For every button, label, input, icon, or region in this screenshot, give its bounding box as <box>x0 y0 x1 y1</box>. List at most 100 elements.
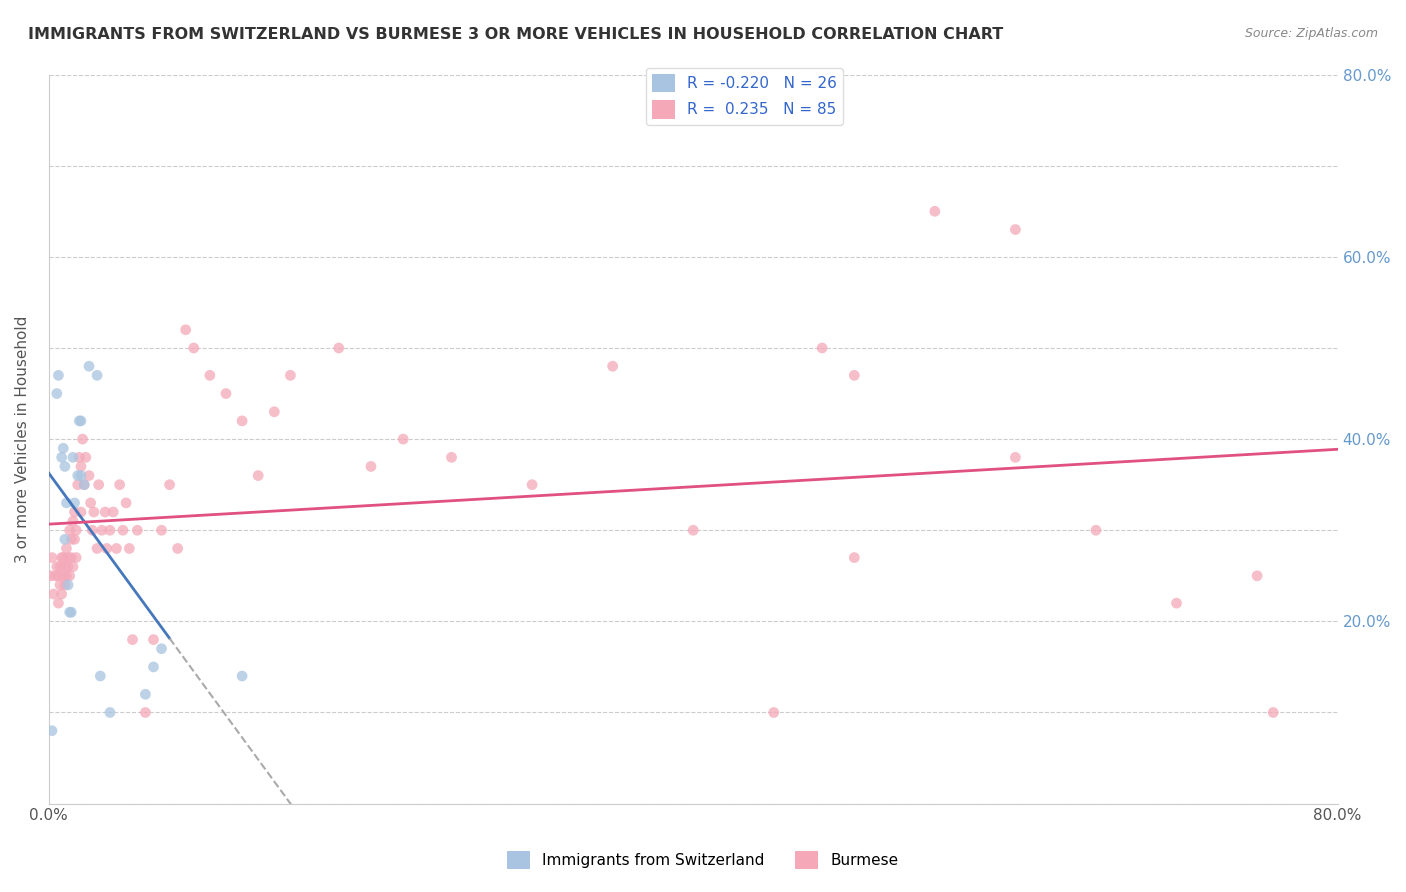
Point <box>166 541 188 556</box>
Point <box>48 596 70 610</box>
Point <box>115 496 138 510</box>
Point <box>39 569 62 583</box>
Point <box>1246 569 1268 583</box>
Point <box>52 442 75 456</box>
Point <box>53 559 76 574</box>
Point <box>55 569 77 583</box>
Point <box>602 359 624 374</box>
Point <box>263 405 285 419</box>
Point <box>49 559 72 574</box>
Point <box>108 477 131 491</box>
Point <box>79 496 101 510</box>
Point <box>89 669 111 683</box>
Point <box>41 550 63 565</box>
Point <box>127 523 149 537</box>
Point <box>183 341 205 355</box>
Point <box>59 605 82 619</box>
Point <box>86 368 108 383</box>
Point <box>811 341 834 355</box>
Point <box>41 723 63 738</box>
Point <box>1004 450 1026 465</box>
Point <box>49 578 72 592</box>
Point <box>56 550 79 565</box>
Point <box>59 569 82 583</box>
Point <box>762 706 785 720</box>
Point <box>44 569 66 583</box>
Point <box>77 468 100 483</box>
Point <box>328 341 350 355</box>
Point <box>94 505 117 519</box>
Point <box>75 450 97 465</box>
Point <box>48 368 70 383</box>
Point <box>1004 222 1026 236</box>
Point <box>62 450 84 465</box>
Point <box>150 641 173 656</box>
Point <box>520 477 543 491</box>
Point <box>215 386 238 401</box>
Point <box>51 450 73 465</box>
Point <box>52 569 75 583</box>
Point <box>105 541 128 556</box>
Point <box>48 569 70 583</box>
Point <box>63 505 86 519</box>
Point <box>174 323 197 337</box>
Point <box>45 386 67 401</box>
Point <box>73 477 96 491</box>
Point <box>247 468 270 483</box>
Text: Source: ZipAtlas.com: Source: ZipAtlas.com <box>1244 27 1378 40</box>
Point <box>59 523 82 537</box>
Point <box>55 496 77 510</box>
Point <box>142 660 165 674</box>
Point <box>280 368 302 383</box>
Point <box>60 605 83 619</box>
Point <box>86 541 108 556</box>
Point <box>56 559 79 574</box>
Point <box>924 204 946 219</box>
Point <box>70 505 93 519</box>
Point <box>844 550 866 565</box>
Point <box>360 459 382 474</box>
Point <box>118 541 141 556</box>
Point <box>70 468 93 483</box>
Point <box>62 514 84 528</box>
Point <box>98 523 121 537</box>
Point <box>62 559 84 574</box>
Point <box>56 578 79 592</box>
Point <box>682 523 704 537</box>
Legend: R = -0.220   N = 26, R =  0.235   N = 85: R = -0.220 N = 26, R = 0.235 N = 85 <box>647 68 844 125</box>
Point <box>53 459 76 474</box>
Point <box>72 432 94 446</box>
Y-axis label: 3 or more Vehicles in Household: 3 or more Vehicles in Household <box>15 316 30 563</box>
Point <box>53 578 76 592</box>
Point <box>77 359 100 374</box>
Point <box>111 523 134 537</box>
Point <box>42 587 65 601</box>
Point <box>70 459 93 474</box>
Point <box>60 533 83 547</box>
Point <box>103 505 125 519</box>
Text: IMMIGRANTS FROM SWITZERLAND VS BURMESE 3 OR MORE VEHICLES IN HOUSEHOLD CORRELATI: IMMIGRANTS FROM SWITZERLAND VS BURMESE 3… <box>28 27 1004 42</box>
Point <box>1084 523 1107 537</box>
Point <box>159 477 181 491</box>
Point <box>65 550 87 565</box>
Point <box>134 706 156 720</box>
Point <box>52 550 75 565</box>
Point <box>90 523 112 537</box>
Point <box>70 414 93 428</box>
Point <box>66 468 89 483</box>
Point <box>98 706 121 720</box>
Point <box>63 533 86 547</box>
Point <box>231 669 253 683</box>
Point <box>67 450 90 465</box>
Point <box>392 432 415 446</box>
Point <box>82 523 104 537</box>
Point <box>65 523 87 537</box>
Point <box>142 632 165 647</box>
Point <box>45 559 67 574</box>
Point <box>150 523 173 537</box>
Point <box>121 632 143 647</box>
Point <box>440 450 463 465</box>
Point <box>87 477 110 491</box>
Point <box>51 587 73 601</box>
Point <box>73 477 96 491</box>
